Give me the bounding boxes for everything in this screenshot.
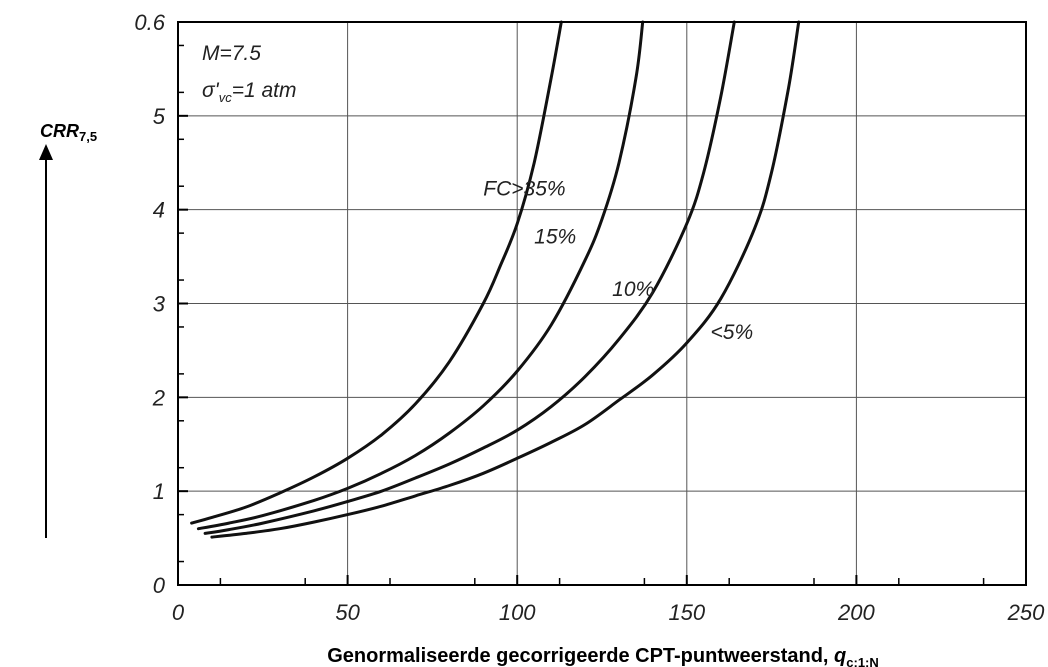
- y-tick-label: 5: [153, 104, 166, 129]
- series-label: <5%: [711, 321, 754, 344]
- grid: [178, 22, 1026, 585]
- y-tick-label: 0.6: [134, 10, 165, 35]
- y-tick-label: 3: [153, 292, 166, 317]
- y-tick-label: 4: [153, 198, 165, 223]
- x-axis-label: Genormaliseerde gecorrigeerde CPT-puntwe…: [327, 645, 879, 667]
- annotation-stress-rest: =1 atm: [232, 79, 297, 102]
- x-axis-label-sub: c;1;N: [846, 655, 879, 667]
- x-tick-label: 0: [172, 600, 185, 625]
- series-line: [203, 20, 736, 535]
- x-tick-label: 50: [335, 600, 360, 625]
- condition-annotation: M=7.5 σ'vc=1 atm: [202, 42, 296, 105]
- annotation-sigma-sub: vc: [219, 90, 233, 105]
- y-tick-label: 2: [152, 385, 165, 410]
- x-axis-label-var: q: [834, 645, 846, 667]
- series-line: [210, 20, 801, 539]
- x-tick-label: 200: [837, 600, 875, 625]
- x-axis-label-main: Genormaliseerde gecorrigeerde CPT-puntwe…: [327, 645, 834, 667]
- series-label: FC>35%: [483, 178, 565, 201]
- x-tick-label: 100: [499, 600, 536, 625]
- y-axis-arrow-head: [39, 144, 53, 160]
- annotation-sigma: σ': [202, 79, 220, 102]
- y-axis-label-main: CRR: [40, 121, 79, 141]
- series-lines: [190, 20, 801, 539]
- series-labels: FC>35% 15% 10% <5%: [483, 178, 753, 345]
- series-label: 10%: [612, 278, 654, 301]
- series-line: [190, 20, 563, 525]
- y-axis-title: CRR7,5: [39, 121, 97, 538]
- axis-ticks: 0 50 100 150 200 250 0 1 2 3 4 5 0.6: [134, 10, 1045, 625]
- y-tick-label: 0: [153, 573, 166, 598]
- x-tick-label: 150: [668, 600, 705, 625]
- y-axis-label: CRR7,5: [40, 121, 97, 144]
- series-line: [196, 20, 645, 531]
- annotation-magnitude: M=7.5: [202, 42, 261, 65]
- annotation-stress: σ'vc=1 atm: [202, 79, 296, 105]
- series-label: 15%: [534, 225, 576, 248]
- x-tick-label: 250: [1007, 600, 1045, 625]
- y-tick-label: 1: [153, 479, 165, 504]
- y-axis-label-sub: 7,5: [79, 129, 97, 144]
